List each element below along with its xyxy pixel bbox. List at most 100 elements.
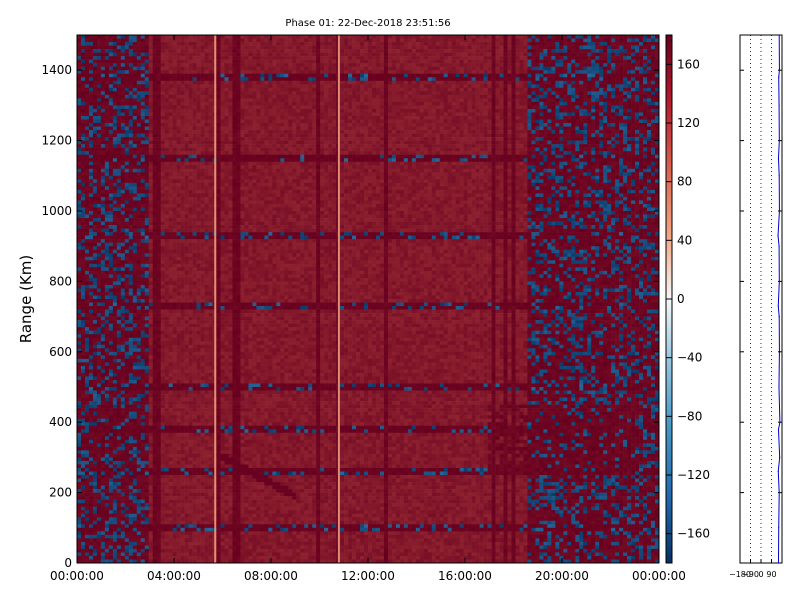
heatmap-cell [160, 548, 165, 553]
heatmap-cell [184, 225, 189, 229]
heatmap-cell [140, 387, 146, 391]
heatmap-cell [164, 320, 169, 324]
heatmap-cell [156, 288, 162, 293]
heatmap-cell [188, 527, 193, 532]
heatmap-cell [104, 235, 110, 240]
heatmap-cell [204, 358, 209, 363]
heatmap-cell [144, 91, 150, 96]
heatmap-cell [108, 126, 114, 131]
heatmap-cell [160, 66, 165, 71]
heatmap-cell [172, 87, 177, 92]
heatmap-cell [200, 517, 205, 522]
heatmap-cell [128, 172, 134, 177]
heatmap-cell [192, 274, 197, 279]
heatmap-cell [80, 45, 86, 50]
heatmap-cell [120, 151, 126, 155]
heatmap-cell [148, 144, 154, 148]
heatmap-cell [172, 355, 177, 360]
heatmap-cell [96, 98, 102, 103]
heatmap-cell [96, 429, 102, 434]
heatmap-cell [196, 115, 201, 120]
heatmap-cell [140, 225, 146, 229]
heatmap-cell [176, 242, 181, 247]
heatmap-cell [204, 450, 209, 455]
heatmap-cell [136, 499, 142, 504]
heatmap-cell [168, 432, 173, 437]
heatmap-cell [128, 232, 134, 236]
heatmap-cell [200, 383, 205, 388]
heatmap-cell [148, 168, 154, 173]
heatmap-cell [156, 161, 162, 166]
heatmap-cell [180, 422, 185, 427]
heatmap-cell [80, 108, 86, 113]
heatmap-cell [204, 453, 209, 458]
heatmap-cell [176, 42, 181, 46]
heatmap-cell [124, 299, 130, 303]
heatmap-cell [112, 369, 118, 374]
heatmap-cell [120, 376, 126, 381]
heatmap-cell [120, 123, 126, 127]
heatmap-cell [152, 379, 158, 384]
heatmap-cell [96, 369, 102, 374]
heatmap-cell [204, 425, 209, 430]
heatmap-cell [84, 344, 90, 349]
heatmap-cell [184, 485, 189, 490]
heatmap-cell [164, 56, 169, 60]
heatmap-cell [160, 369, 165, 374]
heatmap-cell [104, 330, 110, 335]
heatmap-cell [88, 460, 94, 465]
heatmap-cell [144, 467, 150, 472]
heatmap-cell [168, 478, 173, 483]
heatmap-cell [144, 179, 150, 184]
heatmap-cell [116, 189, 122, 194]
heatmap-cell [164, 323, 169, 328]
heatmap-cell [160, 330, 165, 335]
heatmap-cell [180, 165, 185, 170]
heatmap-cell [148, 207, 154, 212]
heatmap-cell [80, 422, 86, 427]
heatmap-cell [92, 471, 98, 476]
heatmap-cell [208, 193, 213, 198]
heatmap-cell [136, 323, 142, 328]
heatmap-cell [92, 411, 98, 416]
heatmap-cell [176, 422, 181, 427]
heatmap-cell [136, 291, 142, 296]
heatmap-cell [124, 193, 130, 198]
heatmap-cell [156, 541, 162, 546]
heatmap-cell [77, 471, 82, 476]
heatmap-cell [176, 105, 181, 110]
heatmap-cell [200, 144, 205, 148]
heatmap-cell [77, 115, 82, 120]
heatmap-cell [168, 274, 173, 279]
heatmap-cell [77, 49, 82, 53]
heatmap-cell [180, 189, 185, 194]
heatmap-cell [192, 429, 197, 434]
heatmap-cell [144, 35, 150, 39]
heatmap-cell [96, 151, 102, 155]
heatmap-cell [188, 49, 193, 53]
heatmap-cell [124, 277, 130, 282]
heatmap-cell [112, 394, 118, 398]
heatmap-cell [120, 291, 126, 296]
heatmap-cell [200, 316, 205, 321]
heatmap-cell [100, 531, 106, 536]
heatmap-cell [160, 355, 165, 360]
heatmap-cell [196, 168, 201, 173]
heatmap-cell [116, 499, 122, 504]
heatmap-cell [88, 239, 94, 243]
heatmap-cell [116, 348, 122, 353]
heatmap-cell [120, 475, 126, 479]
heatmap-cell [192, 130, 197, 134]
heatmap-cell [152, 35, 158, 39]
heatmap-cell [108, 415, 114, 419]
heatmap-cell [144, 330, 150, 335]
heatmap-cell [208, 144, 213, 148]
heatmap-cell [168, 482, 173, 486]
heatmap-cell [108, 453, 114, 458]
heatmap-cell [144, 63, 150, 67]
heatmap-cell [100, 158, 106, 163]
heatmap-cell [84, 288, 90, 293]
heatmap-cell [188, 376, 193, 381]
heatmap-cell [188, 108, 193, 113]
heatmap-cell [128, 94, 134, 99]
